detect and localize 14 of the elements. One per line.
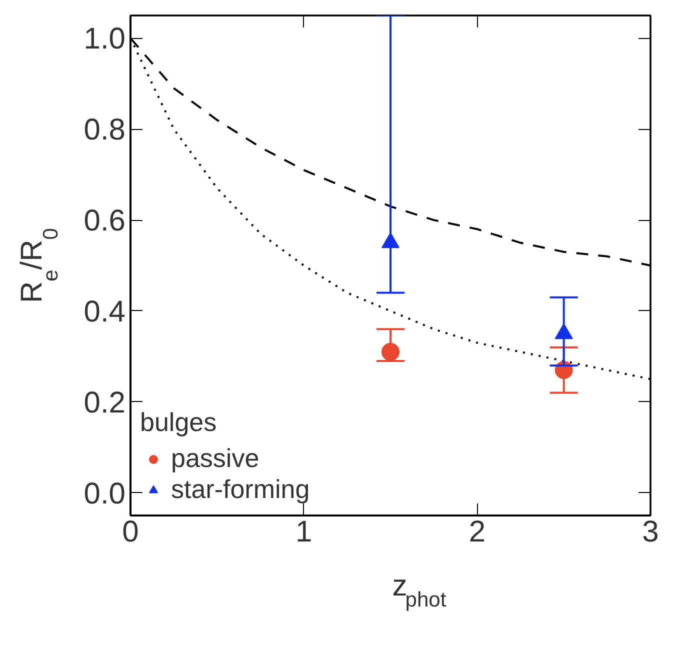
y-tick-label: 0.0 xyxy=(84,477,126,510)
x-tick-label: 3 xyxy=(642,516,659,548)
y-tick-label: 0.8 xyxy=(84,114,126,147)
y-tick-label: 0.4 xyxy=(84,295,126,328)
legend-title: bulges xyxy=(140,407,218,438)
legend-label: passive xyxy=(171,443,260,474)
y-tick-label: 0.6 xyxy=(84,204,126,238)
y-tick-label: 1.0 xyxy=(84,22,126,56)
x-tick-label: 1 xyxy=(295,516,312,548)
y-axis-title: Re/R0 xyxy=(16,228,62,303)
legend-label: star-forming xyxy=(171,474,310,505)
x-tick-label: 0 xyxy=(122,516,139,548)
x-tick-label: 2 xyxy=(468,516,486,548)
y-tick-label: 0.2 xyxy=(84,386,126,420)
